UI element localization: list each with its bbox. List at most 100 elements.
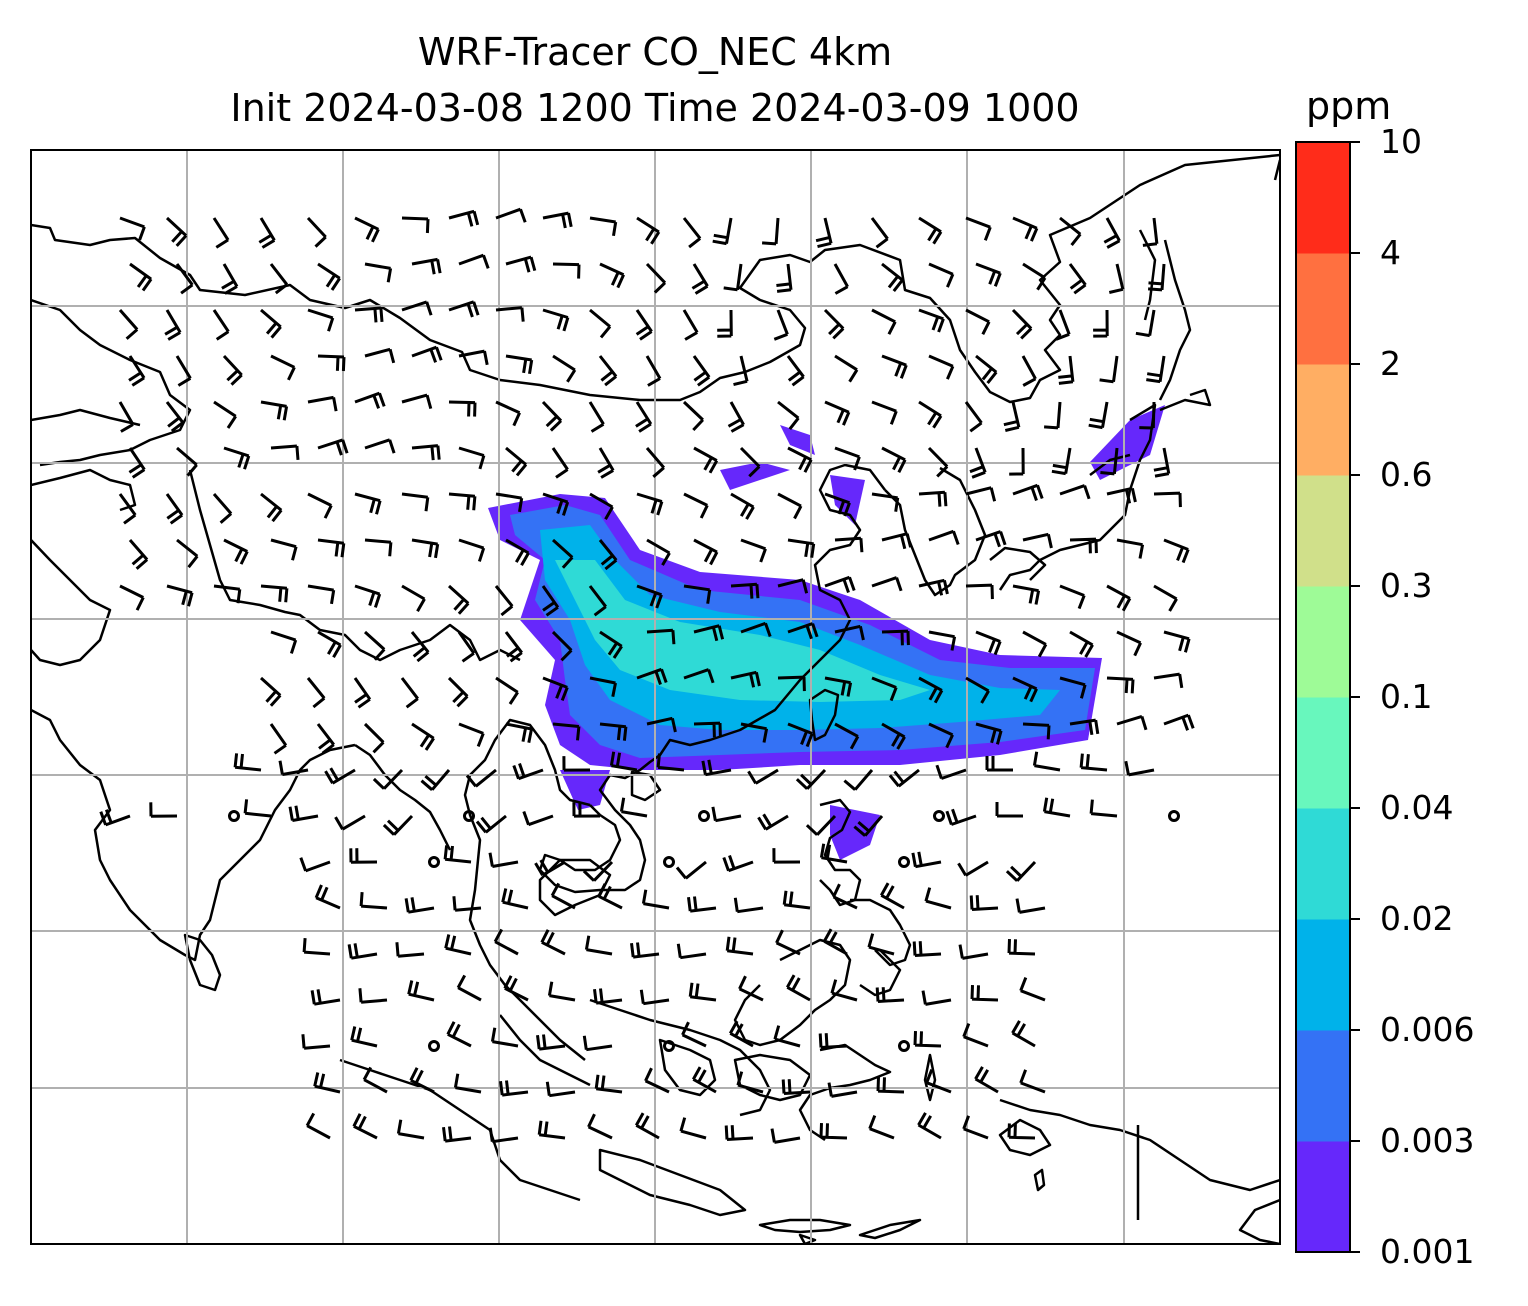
wind-barb-145: [448, 492, 477, 511]
wind-barb-288: [149, 802, 178, 818]
wind-barb-314: [488, 852, 519, 868]
wind-barb-216: [693, 624, 725, 642]
wind-barb-55: [542, 308, 570, 332]
wind-barb-230: [400, 677, 419, 709]
wind-barb-284: [1032, 751, 1061, 772]
wind-barb-351: [725, 936, 754, 956]
wind-barb-108: [871, 400, 898, 425]
wind-barb-72: [270, 354, 296, 381]
wind-barb-22: [1142, 217, 1159, 247]
wind-barb-63: [918, 308, 945, 333]
wind-barb-90: [1099, 355, 1119, 384]
wind-barb-233: [542, 676, 569, 701]
wind-barb-239: [824, 676, 853, 697]
wind-barb-243: [1012, 676, 1038, 703]
wind-barb-258: [787, 722, 814, 748]
wind-barb-339: [924, 887, 952, 910]
wind-barb-389: [1011, 1020, 1036, 1048]
wind-barb-120: [364, 438, 396, 454]
wind-barb-65: [1011, 308, 1033, 340]
wind-barb-171: [598, 539, 618, 571]
wind-barb-250: [411, 722, 435, 751]
wind-barb-27: [317, 262, 341, 291]
wind-barb-48: [212, 309, 230, 341]
coastline-22: [850, 898, 912, 967]
wind-barb-118: [270, 444, 300, 461]
wind-barb-209: [363, 630, 386, 661]
wind-barb-248: [316, 723, 335, 755]
wind-barb-396: [594, 1074, 623, 1094]
wind-barb-116: [176, 446, 198, 477]
coastline-34: [758, 1218, 852, 1234]
wind-barb-179: [975, 530, 1007, 548]
coastline-12: [31, 408, 141, 427]
coastline-11: [31, 298, 192, 467]
wind-barb-13: [712, 217, 733, 246]
coastline-23: [859, 949, 902, 997]
wind-barb-352: [775, 929, 801, 956]
wind-barb-133: [969, 447, 987, 479]
wind-barb-26: [269, 263, 289, 295]
wind-barb-329: [452, 896, 482, 912]
wind-barb-15: [815, 217, 833, 249]
wind-barb-318: [675, 860, 707, 880]
wind-barb-100: [495, 400, 521, 427]
wind-barb-58: [682, 309, 699, 341]
wind-barb-50: [307, 308, 335, 332]
wind-barb-406: [305, 1112, 331, 1140]
wind-barb-328: [404, 897, 435, 914]
wind-barb-54: [495, 306, 525, 322]
wind-barb-137: [1153, 447, 1171, 478]
colorbar-tick-label: 0.02: [1380, 899, 1454, 938]
wind-barb-300: [711, 806, 742, 823]
wind-barb-388: [962, 1023, 989, 1048]
calm-marker-309: [1168, 810, 1180, 822]
wind-barb-114: [1139, 401, 1156, 430]
wind-barb-261: [928, 722, 954, 749]
colorbar-segment-2: [1296, 919, 1350, 1031]
wind-barb-66: [1055, 309, 1071, 341]
wind-barb-95: [260, 400, 289, 421]
wind-barb-245: [1106, 676, 1135, 694]
coastline-6: [989, 546, 1047, 581]
calm-marker-317: [663, 856, 675, 868]
coastline-33: [598, 1148, 747, 1217]
wind-barb-414: [679, 1117, 707, 1140]
wind-barb-131: [881, 446, 907, 473]
wind-barb-33: [599, 262, 625, 289]
wind-barb-280: [843, 769, 874, 791]
wind-barb-79: [598, 355, 618, 387]
wind-barb-82: [733, 355, 749, 387]
wind-barb-282: [935, 764, 967, 780]
wind-barb-228: [306, 677, 326, 709]
colorbar-segment-4: [1296, 697, 1350, 809]
wind-barb-342: [302, 937, 331, 956]
colorbar-tick-label: 2: [1380, 344, 1401, 383]
wind-barb-160: [1153, 491, 1182, 508]
wind-barb-152: [777, 492, 803, 520]
wind-barb-409: [442, 1126, 472, 1143]
wind-barb-32: [552, 262, 581, 279]
wind-barb-249: [363, 722, 385, 754]
map-frame: [30, 149, 1281, 1245]
wind-barb-205: [1106, 584, 1132, 612]
wind-barb-238: [777, 675, 806, 692]
wind-barb-418: [868, 1115, 895, 1140]
wind-barb-198: [777, 578, 809, 594]
coastline-5: [998, 403, 1157, 591]
wind-barb-124: [551, 447, 569, 479]
calm-marker-294: [463, 810, 475, 822]
wind-barb-80: [645, 355, 662, 387]
wind-barb-146: [495, 492, 524, 513]
chart-title: WRF-Tracer CO_NEC 4km: [417, 30, 893, 74]
wind-barb-330: [501, 888, 529, 910]
wind-barb-227: [259, 676, 282, 707]
wind-barb-197: [730, 582, 760, 599]
wind-barb-246: [1153, 672, 1184, 689]
wind-barb-121: [411, 444, 441, 461]
calm-marker-289: [228, 810, 240, 822]
wind-barb-10: [589, 216, 618, 237]
wind-barb-176: [834, 536, 864, 553]
wind-barb-224: [1069, 630, 1094, 658]
wind-barb-172: [646, 538, 671, 566]
